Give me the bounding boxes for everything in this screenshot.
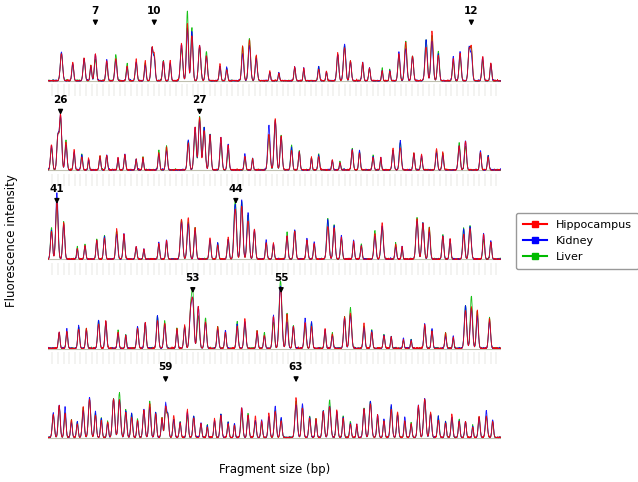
Text: Fragment size (bp): Fragment size (bp) xyxy=(219,463,330,476)
Text: 7: 7 xyxy=(92,6,99,24)
Text: 63: 63 xyxy=(289,362,303,381)
Text: 55: 55 xyxy=(274,273,288,292)
Text: 44: 44 xyxy=(228,184,243,202)
Text: 12: 12 xyxy=(464,6,478,24)
Text: 27: 27 xyxy=(192,95,207,113)
Text: Fluorescence intensity: Fluorescence intensity xyxy=(5,174,18,308)
Text: 26: 26 xyxy=(54,95,68,113)
Text: 10: 10 xyxy=(147,6,161,24)
Text: 41: 41 xyxy=(50,184,64,202)
Text: 59: 59 xyxy=(158,362,173,381)
Legend: Hippocampus, Kidney, Liver: Hippocampus, Kidney, Liver xyxy=(516,213,638,269)
Text: 53: 53 xyxy=(186,273,200,292)
